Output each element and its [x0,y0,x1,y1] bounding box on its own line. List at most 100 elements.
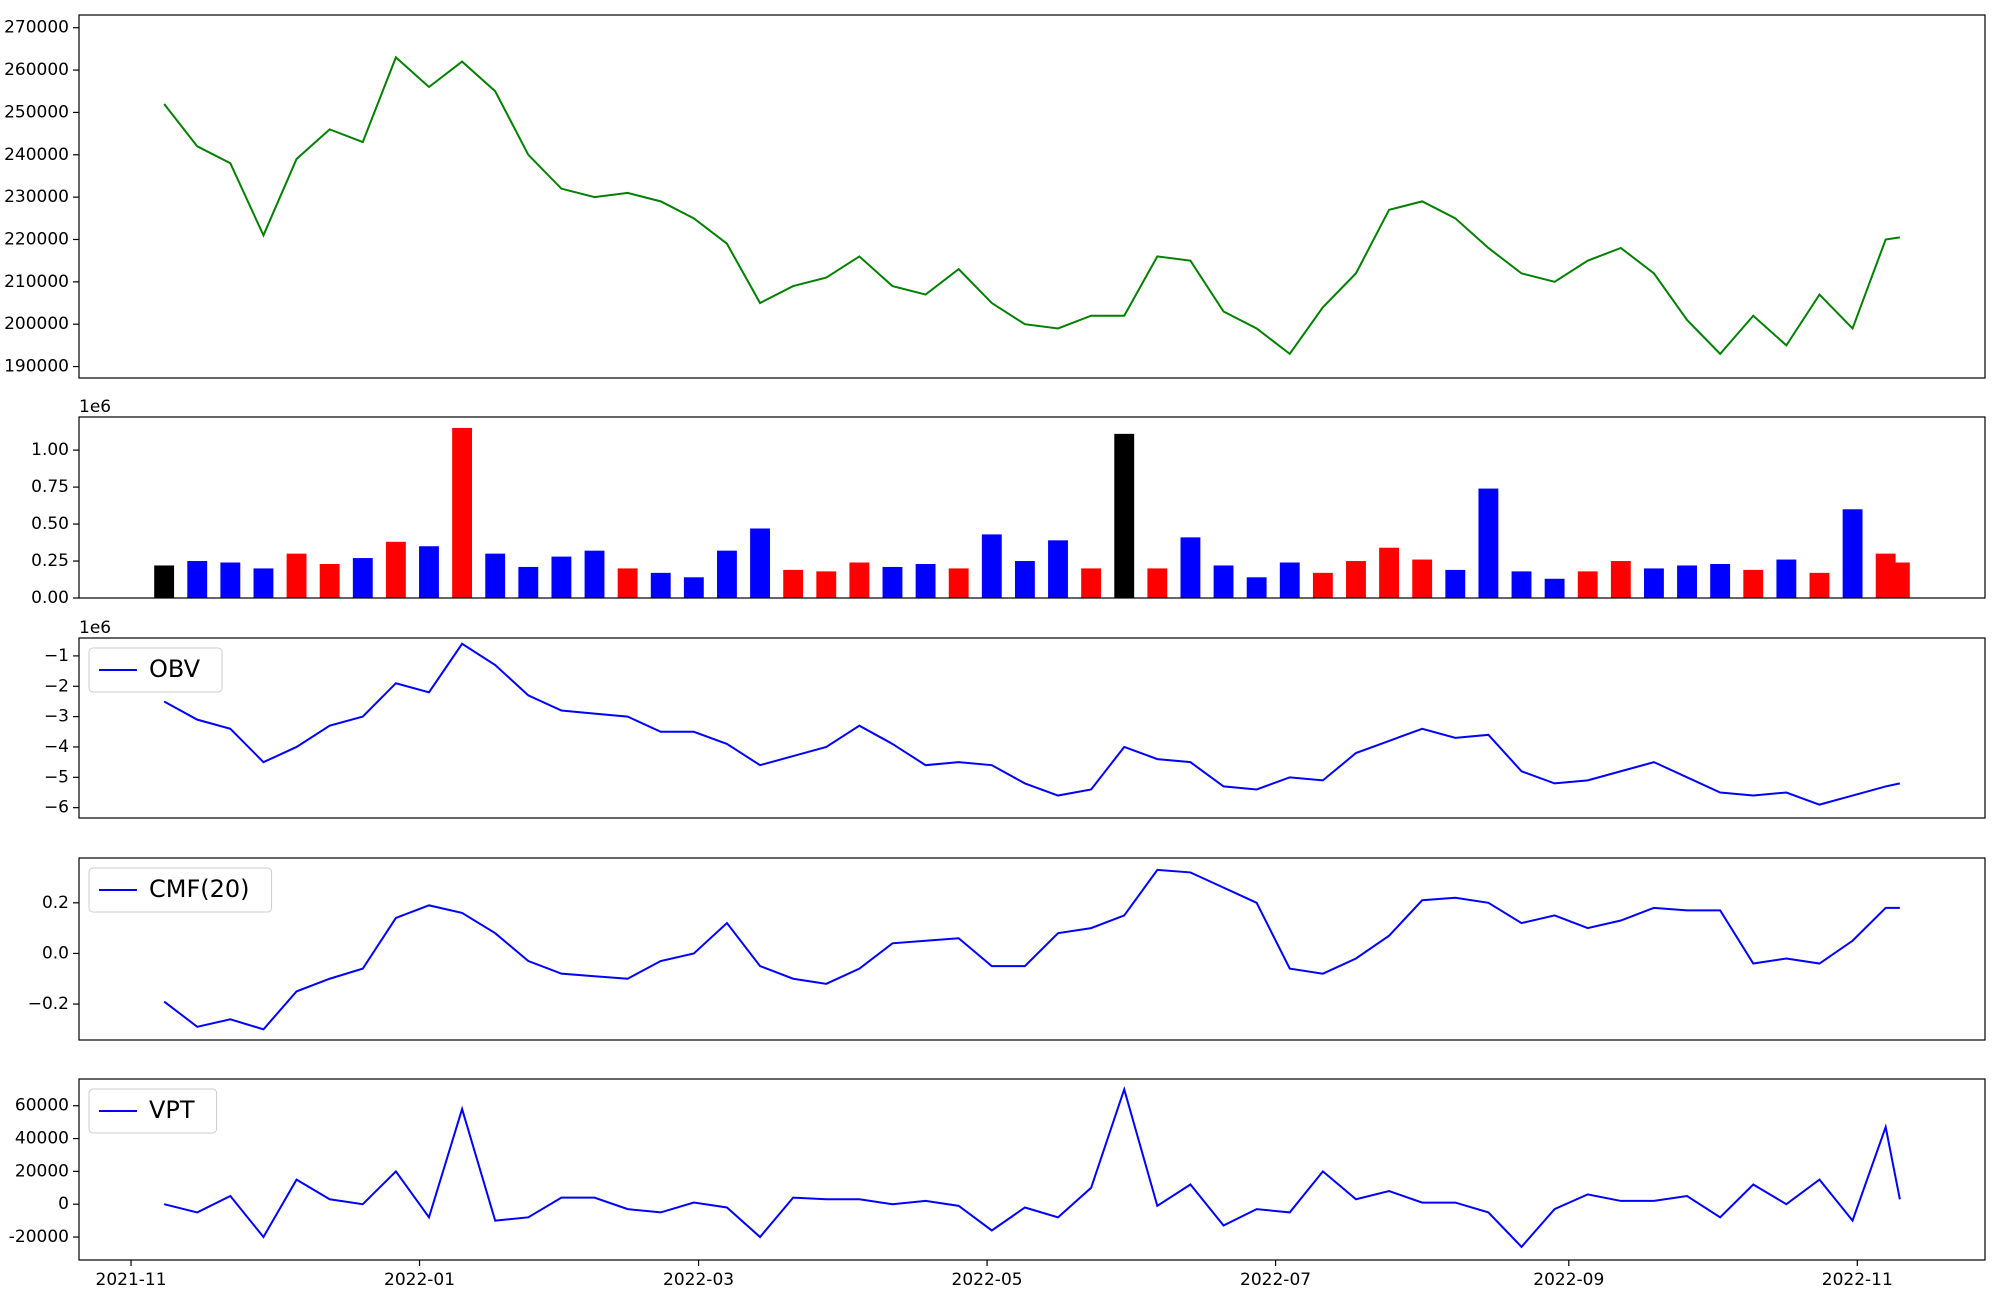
axes-frame [78,416,1986,599]
x-tick-label: 2021-11 [96,1270,167,1290]
y-tick-label: 260000 [4,60,69,80]
bar [650,572,671,598]
y-tick-label: 230000 [4,187,69,207]
axes-frame [78,1078,1986,1261]
panel: −6 −5 −4 −3 −2 −1 1e6 OBV [44,618,1986,819]
y-tick-label: 200000 [4,314,69,334]
y-tick-label: 0.2 [42,893,69,913]
bar [1379,547,1400,598]
y-tick-label: −4 [44,737,69,757]
bar [352,558,373,598]
legend-label: OBV [149,655,201,683]
legend-box [88,1088,218,1134]
y-tick-label: −5 [44,767,69,787]
bar [1412,559,1433,598]
bar [1842,509,1863,598]
y-tick-label: 220000 [4,229,69,249]
bar [485,553,506,598]
x-tick-label: 2022-05 [952,1270,1023,1290]
y-tick-label: 40000 [15,1129,69,1149]
bar [518,566,539,598]
bar [319,563,340,598]
bar [551,556,572,598]
bar [882,566,903,598]
offset-text: 1e6 [79,618,111,638]
plot-area [154,427,1910,598]
y-tick-label: -20000 [9,1227,69,1247]
plot-area [163,55,1901,356]
bar [1743,569,1764,598]
bar [220,562,241,598]
legend-box [88,867,273,913]
y-tick-label: 250000 [4,102,69,122]
bar [1577,571,1598,598]
bar [1213,565,1234,598]
plot-area [163,868,1900,1031]
y-tick-label: −3 [44,707,69,727]
legend: CMF(20) [88,867,273,913]
bar [1014,561,1035,598]
legend: OBV [88,647,223,693]
bar [1710,563,1731,598]
y-tick-label: −0.2 [28,994,69,1014]
y-tick-label: 20000 [15,1161,69,1181]
bar [783,569,804,598]
bar [1544,578,1565,598]
bar [948,568,969,598]
bar [1279,562,1300,598]
bar [683,577,704,598]
y-tick-label: 0.25 [31,551,69,571]
bar [1312,572,1333,598]
panel: −0.2 0.0 0.2 CMF(20) [28,857,1986,1041]
legend-label: VPT [149,1096,195,1124]
y-tick-label: 0.75 [31,477,69,497]
x-tick-label: 2022-11 [1822,1270,1893,1290]
bar [1610,561,1631,598]
legend: VPT [88,1088,218,1134]
plot-area [163,1085,1901,1249]
line [163,55,1901,356]
x-tick-label: 2022-09 [1533,1270,1604,1290]
y-tick-label: 190000 [4,357,69,377]
bar [1776,559,1797,598]
line [163,868,1900,1031]
legend-box [88,647,223,693]
y-tick-label: 240000 [4,145,69,165]
panel: -20000 0 20000 40000 60000 2021-11 2022-01 2022… [9,1078,1986,1290]
bar [452,427,473,598]
bar [1445,569,1466,598]
bar [1048,540,1068,598]
bar [253,568,274,598]
legend-label: CMF(20) [149,875,250,903]
bar [1180,537,1201,598]
axes-frame [78,857,1986,1041]
y-tick-label: 1.00 [31,440,69,460]
y-tick-label: 0.0 [42,943,69,963]
x-tick-label: 2022-07 [1240,1270,1311,1290]
bar [717,550,737,598]
bar [816,571,837,598]
x-tick-label: 2022-03 [663,1270,734,1290]
bar [849,562,870,598]
line [163,1085,1901,1249]
y-tick-label: −2 [44,676,69,696]
y-tick-label: 0.50 [31,514,69,534]
bar [1644,568,1664,598]
bar [981,534,1002,598]
bar [1809,572,1830,598]
y-tick-label: 60000 [15,1096,69,1116]
bar [154,565,175,598]
x-tick-label: 2022-01 [384,1270,455,1290]
bar [385,541,406,598]
bar [1511,571,1532,598]
bar [1147,568,1168,598]
y-tick-label: 0 [58,1194,69,1214]
bar [419,546,439,598]
bar [915,563,936,598]
bar [617,568,638,598]
bar [1246,577,1267,598]
bar [584,550,605,598]
bar [1478,488,1499,598]
